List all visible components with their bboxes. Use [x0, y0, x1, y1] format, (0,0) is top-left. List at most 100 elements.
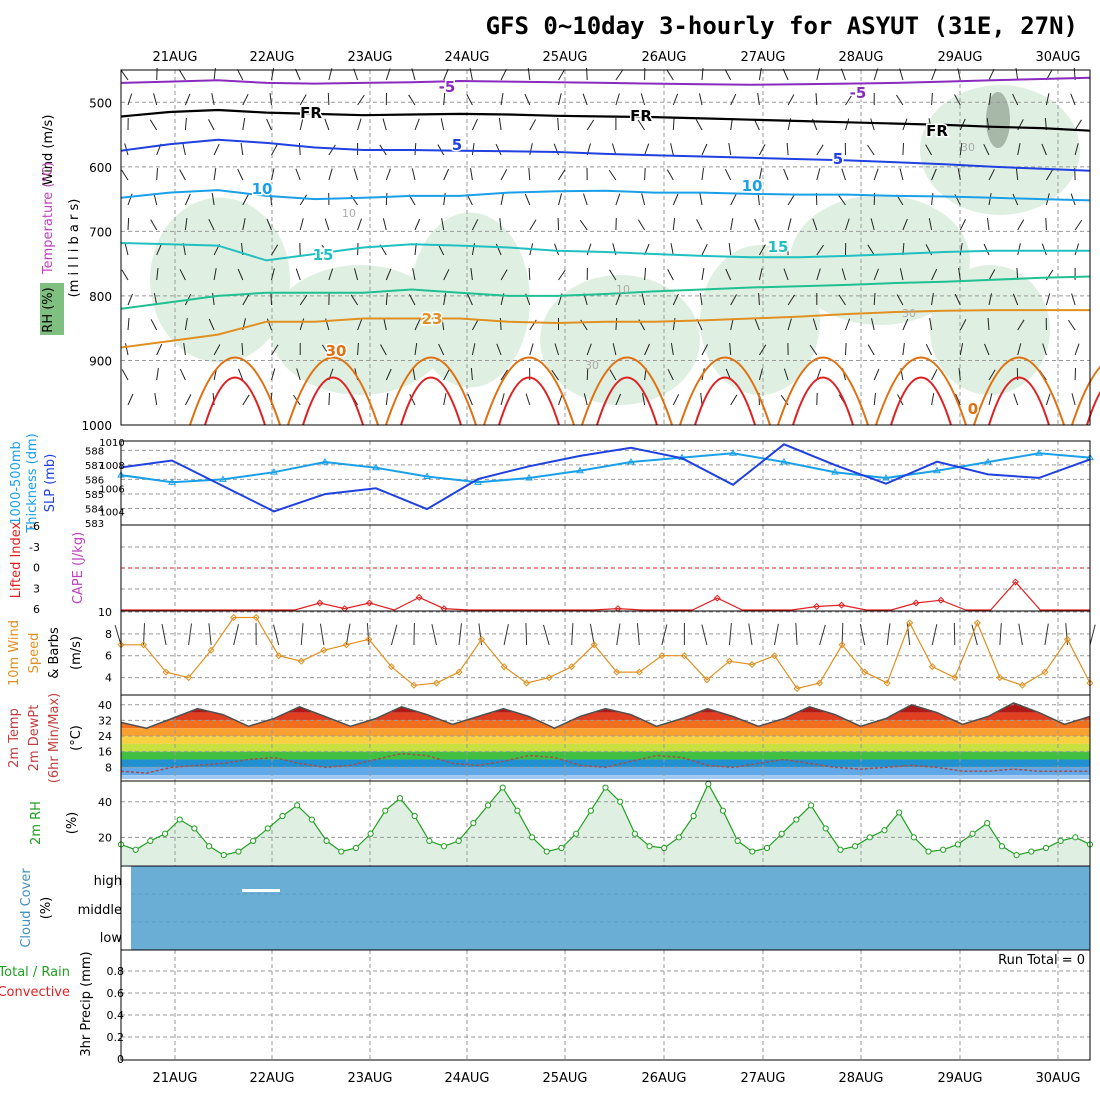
- wind-barb: [816, 268, 821, 281]
- rh-marker: [661, 844, 668, 852]
- wind-barb: [184, 218, 188, 231]
- wind-barb: [500, 68, 507, 81]
- wind-marker: [365, 635, 373, 643]
- date-label-top: 27AUG: [740, 50, 785, 65]
- wind-barb: [609, 369, 617, 381]
- wind-barb: [730, 294, 737, 306]
- isotherm-30-lobe: [581, 356, 673, 426]
- wind-barb-10m: [543, 624, 550, 646]
- date-label-top: 22AUG: [249, 50, 294, 65]
- ylabel-thickness-1: 1000-500mb: [9, 441, 24, 525]
- wind-barb-10m: [525, 622, 528, 646]
- rh-marker: [705, 780, 712, 788]
- y-tick-label: 4: [105, 672, 112, 685]
- wind-barb: [357, 118, 362, 131]
- wind-barb: [608, 169, 617, 181]
- wind-barb: [241, 342, 244, 356]
- wind-barb-10m: [748, 623, 753, 646]
- isotherm-30-lobe: [385, 356, 477, 426]
- rh-marker: [426, 837, 433, 844]
- wind-barb: [612, 343, 617, 356]
- wind-barb: [408, 94, 416, 106]
- ylabel-temp: 2m DewPt: [27, 705, 42, 772]
- thickness-marker: [168, 478, 176, 485]
- wind-barb: [213, 268, 217, 281]
- wind-marker: [1063, 635, 1072, 643]
- wind-barb: [783, 368, 789, 381]
- wind-barb: [385, 268, 392, 281]
- wind-barb-10m: [319, 623, 325, 646]
- wind-barb: [724, 168, 732, 181]
- rh-marker: [851, 843, 859, 850]
- rh-marker: [998, 843, 1006, 850]
- ylabel-precip: 3hr Precip (mm): [79, 951, 94, 1056]
- wind-barb: [1015, 168, 1019, 181]
- wind-barb: [238, 368, 244, 381]
- wind-barb: [586, 119, 595, 131]
- wind-barb: [154, 393, 158, 406]
- y-tick-label-slp: 1006: [99, 484, 124, 495]
- wind-barb: [524, 93, 531, 106]
- wind-barb: [558, 169, 566, 181]
- wind-barb: [642, 393, 646, 406]
- isotherm-35-lobe: [988, 376, 1050, 426]
- wind-barb: [121, 169, 129, 181]
- rh-marker: [719, 807, 727, 814]
- ylabel-wind: Wind (m/s): [41, 115, 56, 186]
- wind-barb: [471, 143, 475, 156]
- wind-marker: [906, 619, 914, 627]
- isotherm-30-lobe: [189, 356, 281, 426]
- wind-barb: [672, 218, 676, 231]
- ylabel-total-rain: Total / Rain: [0, 965, 70, 980]
- wind-barb: [208, 318, 215, 331]
- wind-barb: [299, 118, 304, 131]
- wind-barb: [153, 293, 158, 306]
- wind-barb: [500, 369, 508, 381]
- wind-marker: [861, 668, 869, 676]
- lifted-marker: [713, 594, 721, 602]
- wind-barb: [615, 317, 618, 331]
- wind-barb: [408, 294, 416, 306]
- wind-barb: [528, 167, 531, 181]
- wind-barb-10m: [1044, 623, 1049, 646]
- wind-barb: [411, 168, 416, 181]
- wind-barb: [1041, 143, 1047, 156]
- wind-barb: [644, 343, 650, 356]
- wind-barb: [988, 169, 995, 181]
- wind-marker: [996, 674, 1004, 682]
- wind-barb: [500, 169, 508, 181]
- lifted-marker: [912, 599, 920, 607]
- wind-barb: [959, 143, 963, 156]
- cloud-gap: [242, 889, 280, 892]
- wind-barb: [414, 218, 421, 231]
- wind-barb: [1045, 393, 1051, 406]
- wind-barb: [666, 69, 674, 81]
- wind-barb: [443, 293, 447, 306]
- wind-barb: [328, 168, 333, 181]
- ylabel-wind10m: (m/s): [69, 636, 84, 670]
- rh-marker: [294, 802, 301, 809]
- wind-barb: [321, 344, 330, 356]
- rh-area-fill: [121, 784, 1090, 865]
- y-tick-label-slp: 1010: [99, 438, 124, 449]
- wind-barb: [385, 168, 391, 181]
- wind-barb: [615, 293, 621, 306]
- wind-barb: [299, 294, 308, 306]
- wind-barb: [299, 94, 307, 106]
- wind-barb: [380, 344, 387, 356]
- rh-shading: [540, 275, 700, 405]
- wind-barb: [986, 118, 990, 131]
- wind-barb: [729, 342, 732, 356]
- wind-barb: [271, 144, 278, 156]
- wind-barb: [529, 119, 537, 131]
- wind-barb: [529, 219, 537, 231]
- wind-barb: [179, 269, 186, 281]
- wind-barb: [499, 317, 502, 331]
- wind-barb: [873, 393, 876, 406]
- wind-barb: [758, 168, 763, 181]
- contour-label: 30: [961, 141, 975, 154]
- wind-barb: [471, 118, 478, 131]
- wind-marker: [297, 657, 305, 665]
- wind-barb: [672, 394, 680, 406]
